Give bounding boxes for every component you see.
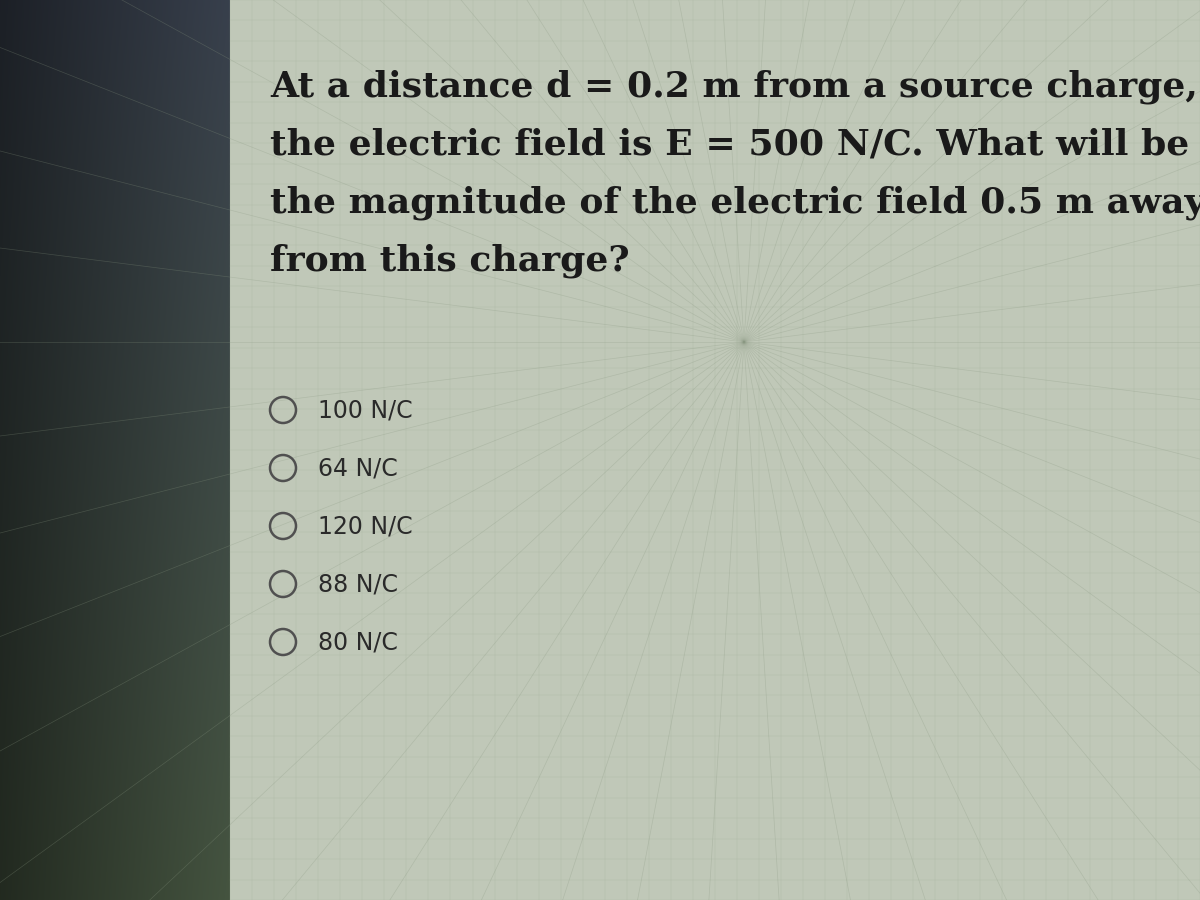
Text: from this charge?: from this charge? [270,244,630,278]
Text: 88 N/C: 88 N/C [318,572,398,596]
Text: the electric field is E = 500 N/C. What will be: the electric field is E = 500 N/C. What … [270,128,1189,162]
Bar [230,0,1200,900]
Text: 100 N/C: 100 N/C [318,398,413,422]
Text: 120 N/C: 120 N/C [318,514,413,538]
Text: the magnitude of the electric field 0.5 m away: the magnitude of the electric field 0.5 … [270,186,1200,220]
Text: 80 N/C: 80 N/C [318,630,398,654]
Text: 64 N/C: 64 N/C [318,456,397,480]
Text: At a distance d = 0.2 m from a source charge,: At a distance d = 0.2 m from a source ch… [270,70,1198,104]
